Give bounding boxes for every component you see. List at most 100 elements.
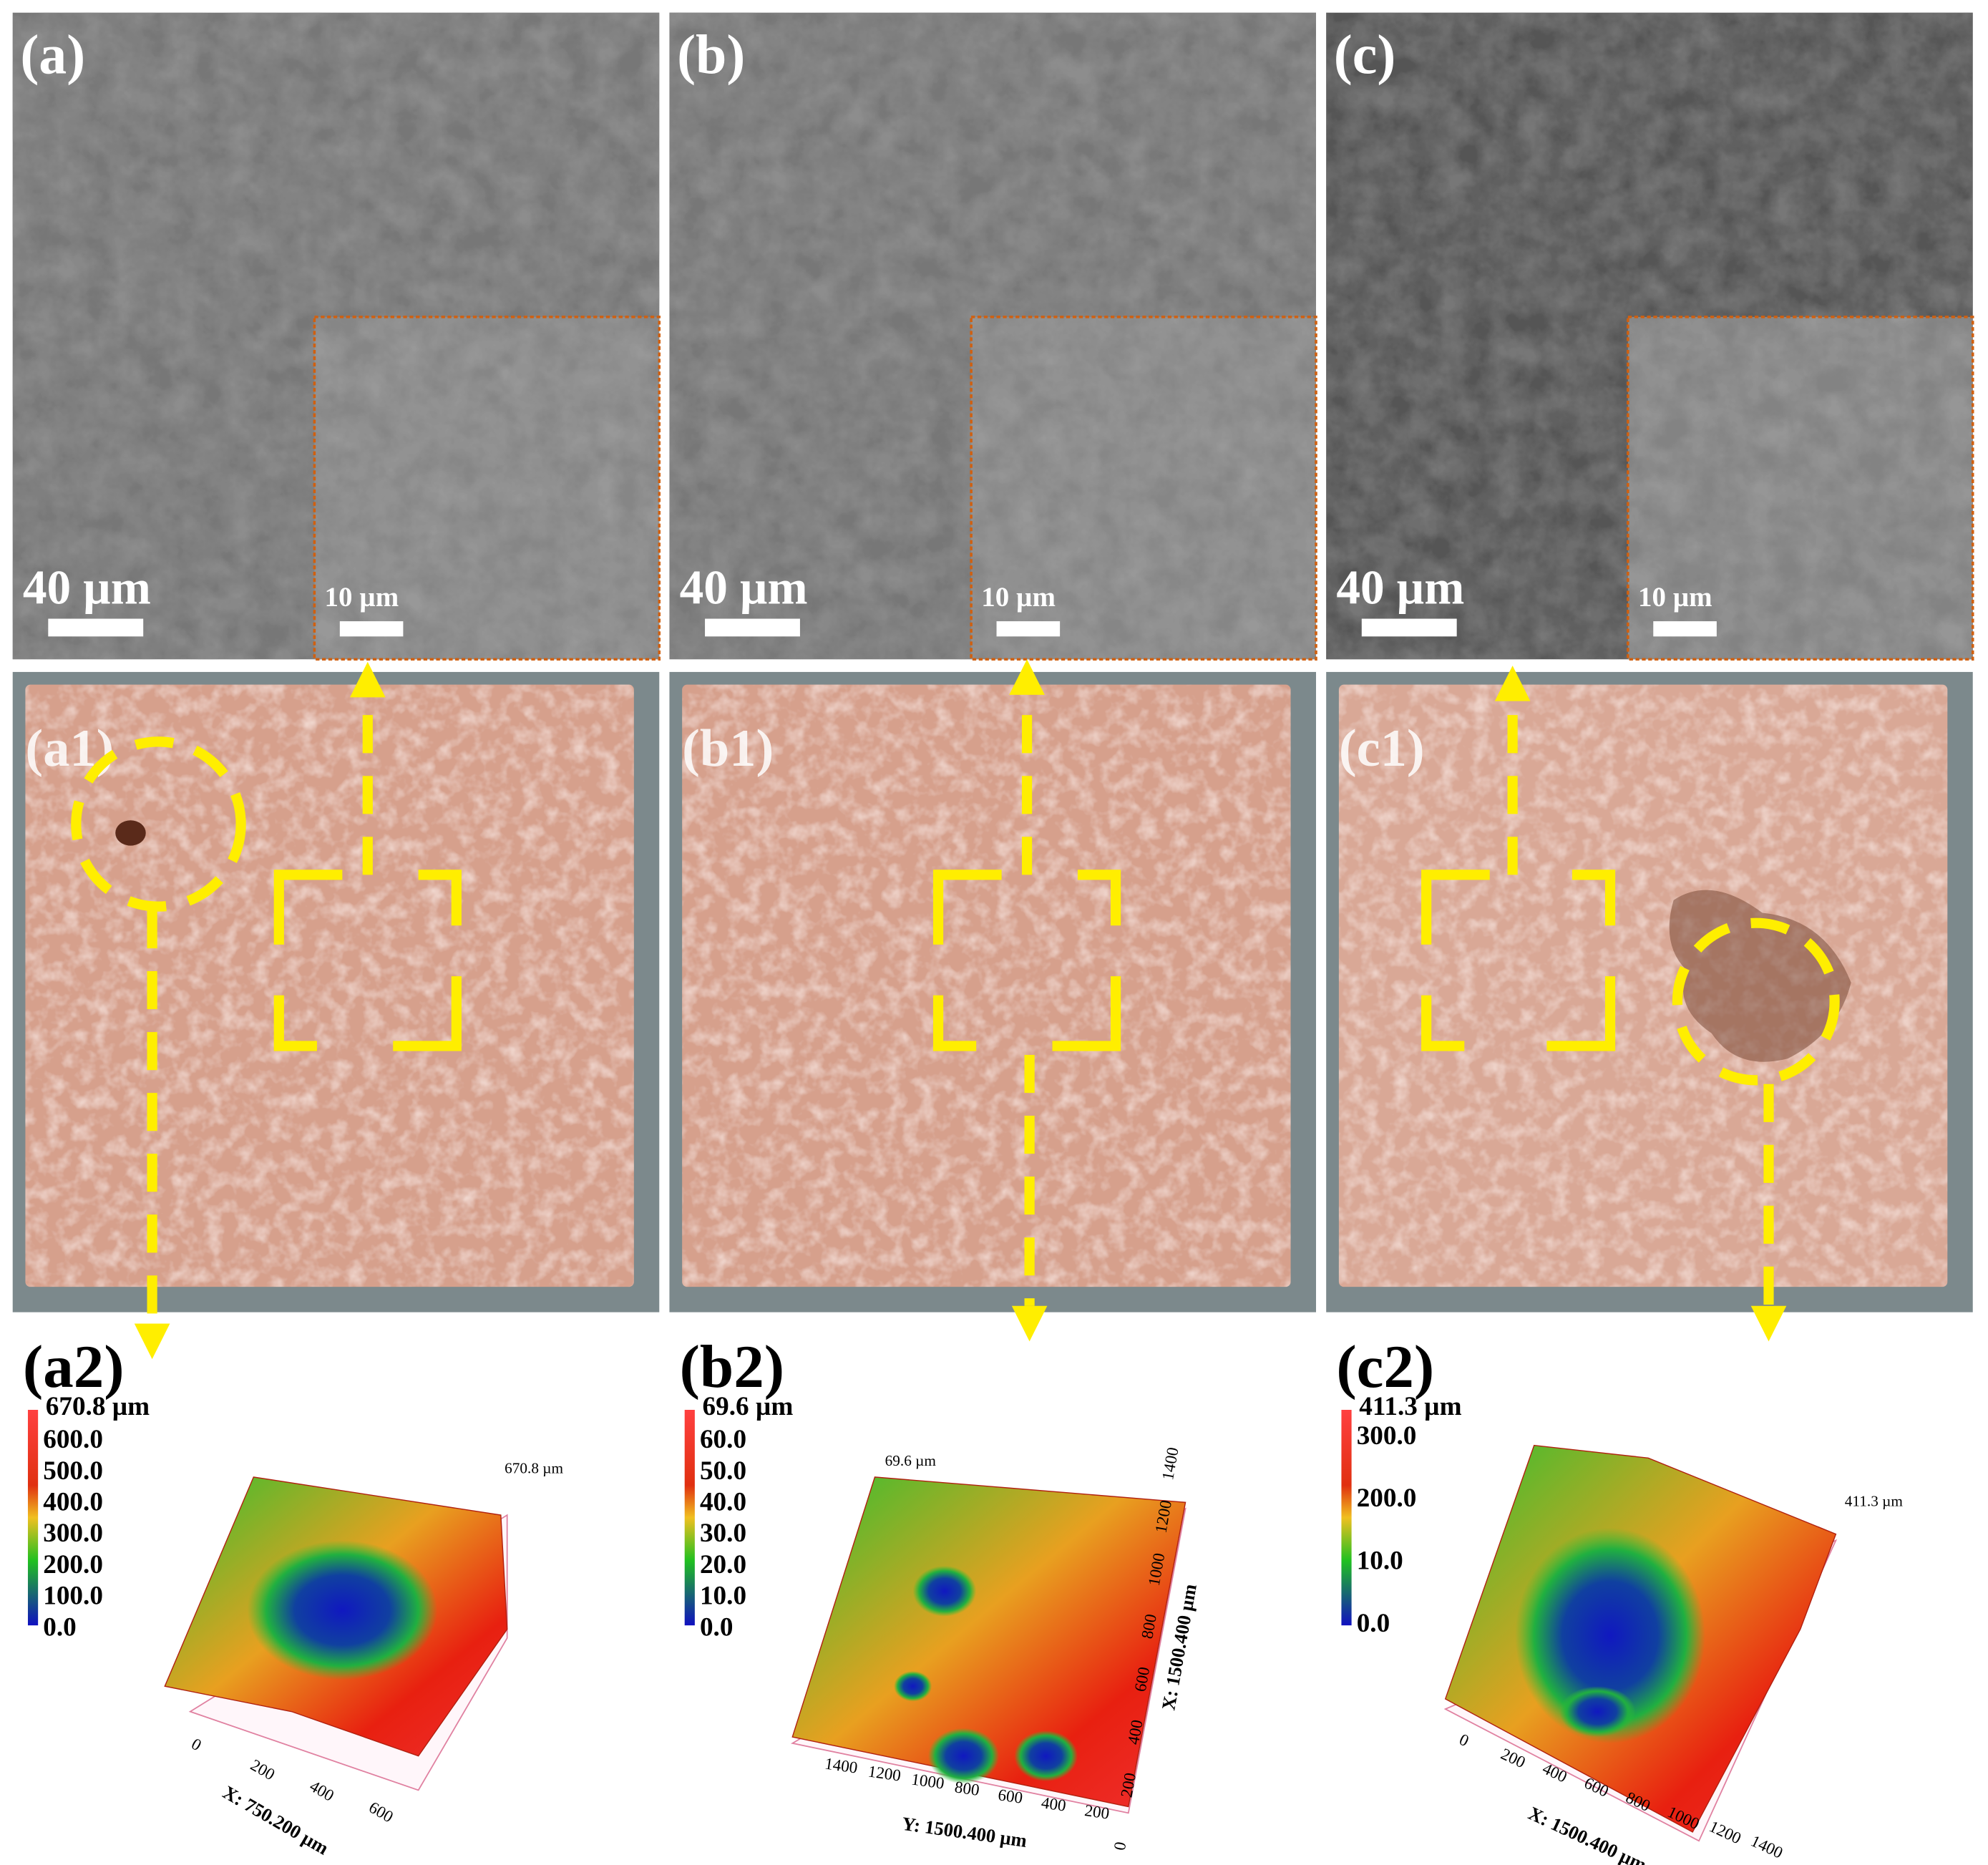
colorbar-tick: 60.0	[700, 1425, 746, 1454]
colorbar-tick: 300.0	[43, 1519, 103, 1548]
panel-label: (a)	[20, 24, 85, 86]
inset-scale-bar-label: 10 µm	[325, 582, 399, 613]
sample-photo	[682, 684, 1291, 1287]
inset-border	[1627, 316, 1974, 661]
colorbar-tick: 0.0	[700, 1612, 733, 1642]
colorbar-tick: 10.0	[1357, 1547, 1403, 1576]
colorbar-tick: 0.0	[1357, 1609, 1390, 1638]
axis-tick: 200	[248, 1756, 278, 1784]
inset-image	[314, 316, 660, 660]
peak-label: 670.8 µm	[505, 1460, 563, 1477]
inset-scale-bar-label: 10 µm	[981, 582, 1056, 613]
axis-tick: 0	[1456, 1730, 1471, 1750]
defect	[115, 820, 146, 846]
scale-bar-label: 40 µm	[23, 560, 151, 614]
profile-pit	[1515, 1527, 1705, 1743]
axis-tick: 200	[1116, 1771, 1139, 1799]
scale-bar	[48, 618, 144, 637]
profile-pit	[1014, 1730, 1078, 1782]
profile-pit	[247, 1540, 438, 1680]
inset-scale-bar	[996, 621, 1061, 637]
inset-image	[1627, 316, 1973, 660]
axis-tick: 400	[1124, 1718, 1146, 1746]
colorbar-tick: 200.0	[43, 1550, 103, 1579]
profile-surface	[791, 1476, 1187, 1808]
colorbar-tick: 50.0	[700, 1456, 746, 1486]
axis-tick: 800	[953, 1777, 980, 1799]
colorbar-tick: 300.0	[1357, 1421, 1417, 1451]
colorbar-tick: 40.0	[700, 1488, 746, 1517]
axis-tick: 0	[188, 1734, 205, 1754]
inset-scale-bar	[1653, 621, 1717, 637]
colorbar-tick: 500.0	[43, 1456, 103, 1486]
axis-tick: 200	[1083, 1801, 1111, 1823]
axis-tick: 400	[307, 1776, 338, 1805]
colorbar-max: 670.8 µm	[46, 1392, 150, 1421]
photo-label: (b1)	[682, 719, 774, 778]
inset-scale-bar-label: 10 µm	[1638, 582, 1712, 613]
axis-tick: 600	[1131, 1665, 1154, 1693]
axis-label: X: 1500.400 µm	[1525, 1802, 1650, 1865]
sample-photo	[1338, 684, 1948, 1287]
axis-tick: 400	[1041, 1793, 1068, 1815]
panel-label: (c)	[1334, 24, 1396, 86]
axis-label: Y: 1500.400 µm	[901, 1813, 1028, 1851]
arrow-head	[1011, 1305, 1048, 1342]
colorbar	[684, 1410, 695, 1626]
profile-pit	[927, 1728, 1000, 1784]
colorbar	[1341, 1410, 1352, 1626]
scale-bar	[1361, 618, 1457, 637]
scale-bar-label: 40 µm	[680, 560, 808, 614]
arrow-head	[1009, 659, 1045, 695]
axis-tick: 1400	[1158, 1446, 1182, 1481]
colorbar-tick: 30.0	[700, 1519, 746, 1548]
axis-tick: 1200	[1707, 1816, 1745, 1847]
corner-bracket	[1421, 870, 1616, 1051]
corner-bracket	[932, 870, 1121, 1051]
defect-circle	[71, 736, 246, 912]
colorbar-tick: 400.0	[43, 1488, 103, 1517]
colorbar-tick: 100.0	[43, 1582, 103, 1611]
peak-label: 69.6 µm	[885, 1452, 937, 1469]
scale-bar	[705, 618, 800, 637]
defect-circle	[1672, 917, 1840, 1086]
scale-bar-label: 40 µm	[1336, 560, 1464, 614]
profile-label: (b2)	[680, 1333, 784, 1401]
colorbar-tick: 600.0	[43, 1425, 103, 1454]
profile-pit	[912, 1565, 977, 1617]
sample-photo	[25, 684, 634, 1287]
arrow-head	[1750, 1305, 1787, 1342]
colorbar-max: 69.6 µm	[703, 1392, 794, 1421]
inset-border	[970, 316, 1317, 661]
colorbar-tick: 20.0	[700, 1550, 746, 1579]
inset-image	[971, 316, 1317, 660]
colorbar-tick: 200.0	[1357, 1484, 1417, 1513]
axis-tick: 600	[366, 1798, 396, 1826]
inset-scale-bar	[339, 621, 404, 637]
inset-border	[313, 316, 661, 661]
axis-tick: 800	[1137, 1612, 1160, 1640]
peak-label: 411.3 µm	[1845, 1493, 1904, 1510]
axis-tick: 1400	[1748, 1831, 1786, 1862]
axis-tick: 0	[1110, 1841, 1130, 1852]
profile-label: (c2)	[1336, 1333, 1434, 1401]
corner-bracket	[273, 870, 462, 1051]
arrow-head	[1494, 666, 1531, 701]
colorbar	[27, 1410, 39, 1626]
photo-label: (c1)	[1339, 719, 1425, 778]
profile-pit	[894, 1670, 932, 1702]
arrow-head	[134, 1323, 170, 1360]
panel-label: (b)	[677, 24, 745, 86]
arrow-head	[349, 661, 386, 698]
axis-tick: 600	[997, 1785, 1024, 1807]
colorbar-max: 411.3 µm	[1359, 1392, 1461, 1421]
colorbar-tick: 10.0	[700, 1582, 746, 1611]
axis-tick: 1400	[824, 1754, 859, 1777]
axis-tick: 1200	[867, 1761, 902, 1784]
profile-pit	[1559, 1686, 1636, 1738]
profile-label: (a2)	[23, 1333, 125, 1401]
colorbar-tick: 0.0	[43, 1612, 76, 1642]
axis-tick: 1000	[910, 1769, 945, 1792]
